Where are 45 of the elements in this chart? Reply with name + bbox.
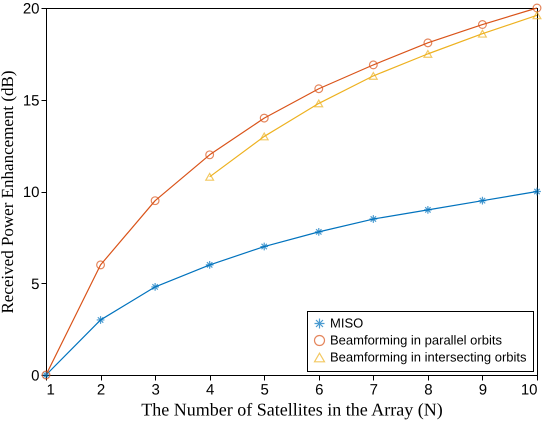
point bbox=[532, 11, 542, 20]
x-tick-label: 4 bbox=[206, 382, 214, 398]
point bbox=[150, 196, 160, 206]
y-tick-label: 5 bbox=[31, 276, 40, 293]
point bbox=[205, 150, 214, 160]
point bbox=[205, 172, 214, 181]
legend-label: MISO bbox=[330, 316, 364, 330]
point bbox=[423, 38, 432, 48]
point bbox=[478, 196, 487, 206]
point bbox=[205, 260, 214, 270]
point bbox=[423, 205, 432, 214]
point bbox=[423, 50, 432, 58]
y-tick-label: 15 bbox=[22, 92, 40, 110]
point bbox=[368, 72, 378, 80]
x-tick-label: 10 bbox=[520, 382, 538, 398]
legend-label: Beamforming in parallel orbits bbox=[330, 332, 502, 348]
point bbox=[532, 4, 542, 12]
x-tick-label: 6 bbox=[315, 382, 324, 398]
y-tick-label: 20 bbox=[22, 0, 40, 18]
point bbox=[368, 60, 378, 70]
point bbox=[478, 20, 487, 29]
point bbox=[260, 132, 269, 140]
point bbox=[260, 242, 269, 252]
y-tick-label: 10 bbox=[22, 184, 40, 201]
point bbox=[314, 227, 324, 236]
legend-label: Beamforming in intersecting orbits bbox=[330, 350, 528, 364]
point bbox=[260, 114, 269, 123]
x-tick-label: 2 bbox=[96, 382, 106, 398]
point bbox=[368, 214, 378, 224]
y-axis-title: Received Power Enhancement (dB) bbox=[0, 70, 17, 314]
point bbox=[314, 99, 324, 108]
point bbox=[96, 315, 106, 324]
point bbox=[478, 30, 487, 38]
point bbox=[96, 260, 106, 270]
x-tick-label: 7 bbox=[370, 382, 378, 398]
x-axis-title: The Number of Satellites in the Array (N) bbox=[141, 400, 443, 420]
x-tick-label: 9 bbox=[478, 382, 488, 398]
point bbox=[532, 187, 542, 196]
x-tick-label: 3 bbox=[151, 382, 160, 398]
x-tick-label: 1 bbox=[46, 382, 55, 398]
x-tick-label: 5 bbox=[260, 382, 269, 398]
x-tick-label: 8 bbox=[424, 382, 433, 398]
y-tick-label: 0 bbox=[31, 368, 40, 384]
point bbox=[150, 282, 160, 292]
point bbox=[314, 84, 324, 94]
